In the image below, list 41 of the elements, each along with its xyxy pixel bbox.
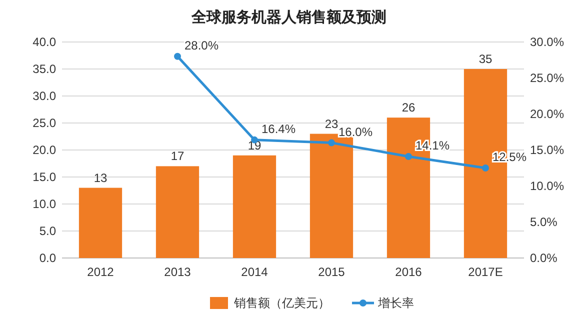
point xyxy=(482,164,489,172)
data-label: 19 xyxy=(248,138,262,152)
y-tick-label: 40.0 xyxy=(32,35,56,49)
y-tick-label: 20.0 xyxy=(32,143,56,157)
y2-tick-label: 5.0% xyxy=(530,215,558,229)
x-tick-label: 2014 xyxy=(241,265,268,279)
bar xyxy=(232,155,276,258)
y-tick-label: 15.0 xyxy=(32,170,56,184)
point xyxy=(174,52,181,60)
x-tick-label: 2015 xyxy=(318,265,346,279)
y2-tick-label: 15.0% xyxy=(530,143,564,157)
y-tick-label: 30.0 xyxy=(32,89,56,103)
y-tick-label: 10.0 xyxy=(32,197,56,211)
x-tick-label: 2013 xyxy=(164,265,192,279)
point xyxy=(405,152,412,160)
data-label: 16.4% xyxy=(262,122,296,136)
y2-tick-label: 10.0% xyxy=(530,179,564,193)
y-tick-label: 35.0 xyxy=(32,62,56,76)
y-tick-label: 0.0 xyxy=(39,251,56,265)
chart-title: 全球服务机器人销售额及预测 xyxy=(190,8,386,26)
y-tick-label: 5.0 xyxy=(39,224,56,238)
data-label: 26 xyxy=(402,100,416,115)
legend-label: 增长率 xyxy=(377,296,414,310)
bar xyxy=(156,166,200,258)
data-label: 23 xyxy=(324,116,338,131)
y2-tick-label: 30.0% xyxy=(530,35,564,49)
x-tick-label: 2017E xyxy=(468,265,503,279)
y2-tick-label: 0.0% xyxy=(530,251,558,265)
x-tick-label: 2012 xyxy=(87,265,114,279)
bar xyxy=(78,188,122,258)
x-tick-label: 2016 xyxy=(395,265,422,279)
data-label: 17 xyxy=(170,149,184,164)
y2-tick-label: 20.0% xyxy=(530,107,564,121)
y2-tick-label: 25.0% xyxy=(530,71,564,85)
point xyxy=(328,139,335,146)
y-tick-label: 25.0 xyxy=(32,116,56,130)
data-label: 13 xyxy=(94,170,108,185)
data-label: 28.0% xyxy=(184,38,219,52)
data-label: 16.0% xyxy=(338,124,373,139)
legend-label: 销售额（亿美元） xyxy=(233,296,330,310)
data-label: 35 xyxy=(478,52,492,66)
